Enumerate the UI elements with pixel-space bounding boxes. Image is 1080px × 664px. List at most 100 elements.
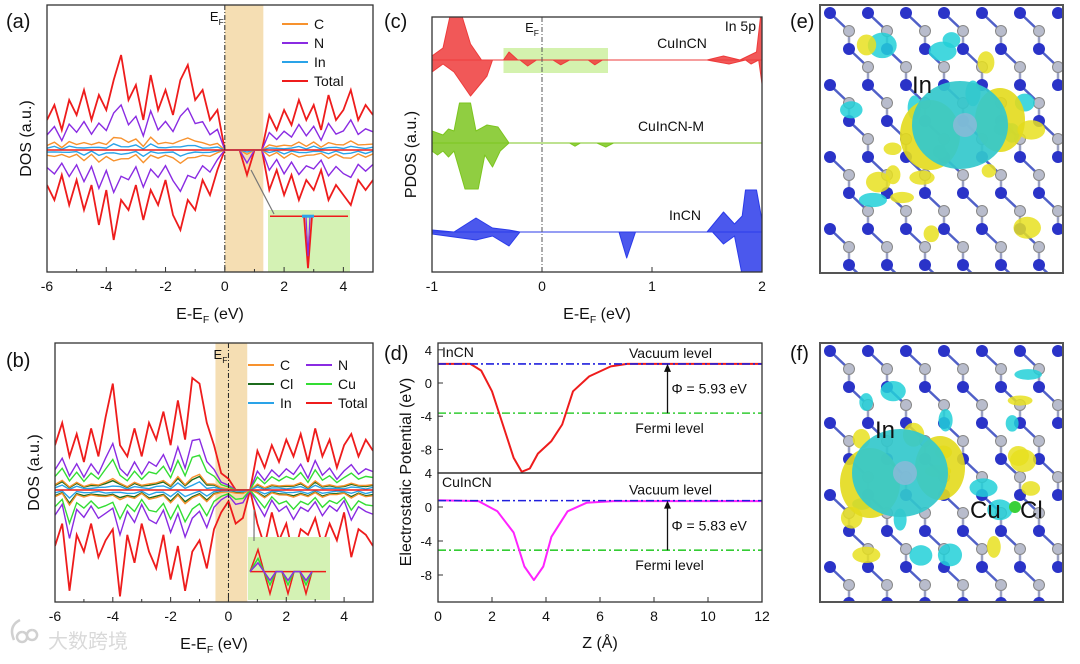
nitrogen-atom (824, 223, 836, 235)
fermi-label-main: E (214, 347, 223, 362)
nitrogen-atom (995, 453, 1007, 465)
nitrogen-atom (843, 381, 855, 393)
legend-label-total: Total (338, 395, 368, 411)
carbon-atom (995, 435, 1007, 447)
charge-lobe (909, 170, 935, 185)
x-axis-label-sub: F (203, 315, 209, 326)
carbon-atom (863, 278, 874, 289)
legend-label-total: Total (314, 73, 344, 89)
carbon-atom (1053, 616, 1064, 627)
dos-curve-total (47, 149, 373, 241)
carbon-atom (976, 543, 988, 555)
series-label: InCN (669, 207, 701, 223)
nitrogen-atom (862, 561, 874, 573)
carbon-atom (843, 241, 855, 253)
y-axis-label: DOS (a.u.) (18, 100, 35, 176)
carbon-atom (977, 278, 988, 289)
dos-curve-cl (55, 489, 373, 505)
arrow-head-icon (664, 500, 671, 509)
carbon-atom (1072, 98, 1080, 109)
carbon-atom (881, 363, 893, 375)
charge-lobe (923, 225, 939, 243)
nitrogen-atom (900, 7, 912, 19)
carbon-atom (881, 579, 893, 591)
nitrogen-atom (976, 223, 988, 235)
carbon-atom (1052, 471, 1063, 483)
charge-lobe (987, 499, 1013, 521)
carbon-atom (995, 579, 1007, 591)
charge-lobe (977, 51, 995, 74)
inset (248, 509, 330, 600)
carbon-atom (843, 435, 855, 447)
legend-label-cl: Cl (280, 376, 293, 392)
carbon-atom (976, 205, 988, 217)
x-tick-label: 1 (648, 278, 656, 294)
carbon-atom (1052, 543, 1063, 555)
fermi-label-sub: F (222, 355, 227, 365)
nitrogen-atom (976, 7, 988, 19)
carbon-atom (881, 97, 893, 109)
panel-label-a: (a) (6, 11, 30, 33)
carbon-atom (1033, 435, 1045, 447)
carbon-atom (1072, 26, 1080, 37)
nitrogen-atom (957, 187, 969, 199)
nitrogen-atom (1014, 7, 1026, 19)
x-tick-label: -4 (107, 608, 120, 624)
nitrogen-atom (824, 417, 836, 429)
indium-atom (893, 461, 917, 485)
subplot-title: CuInCN (442, 474, 492, 490)
atom-label-in: In (912, 72, 932, 99)
bond (849, 603, 868, 621)
dos-curve-in (55, 489, 373, 499)
structure-panel-e: In (819, 4, 1080, 289)
charge-lobe (942, 32, 961, 48)
y-tick-label: 4 (425, 466, 432, 481)
dos-curve-cl (55, 475, 373, 491)
indium-atom (953, 113, 977, 137)
legend-label-n: N (314, 35, 324, 51)
x-tick-label: 2 (758, 278, 766, 294)
nitrogen-atom (900, 79, 912, 91)
fermi-label-sub: F (219, 17, 224, 27)
carbon-atom (995, 363, 1007, 375)
x-tick-label: 8 (650, 608, 658, 624)
plot-frame (54, 342, 374, 603)
y-tick-label: -8 (420, 568, 432, 583)
inset-curve-total (303, 216, 313, 269)
carbon-atom (900, 399, 912, 411)
x-axis-label: Z (Å) (582, 633, 618, 652)
band-gap-shade (224, 5, 264, 272)
x-tick-label: 2 (280, 278, 288, 294)
y-tick-label: 0 (425, 500, 432, 515)
nitrogen-atom (862, 417, 874, 429)
y-tick-label: 4 (425, 343, 432, 358)
dos-curve-n (47, 149, 373, 195)
dos-curve-in (47, 149, 373, 158)
nitrogen-atom (1052, 7, 1063, 19)
carbon-atom (938, 205, 950, 217)
nitrogen-atom (1052, 417, 1063, 429)
nitrogen-atom (843, 187, 855, 199)
orbital-annotation: In 5p (725, 18, 756, 34)
structure-panel-f: In Cu Cl (819, 342, 1064, 627)
charge-lobe (840, 101, 863, 119)
x-tick-label: 4 (339, 278, 347, 294)
pdos-areas (432, 17, 762, 272)
label-mask (400, 67, 420, 107)
x-axis-label-unit: (eV) (596, 306, 631, 323)
x-axis-label: E-EF (eV) (563, 306, 631, 326)
nitrogen-atom (1033, 597, 1045, 602)
structure-frame (819, 342, 1064, 603)
x-tick-label: -2 (164, 608, 177, 624)
nitrogen-atom (862, 223, 874, 235)
x-tick-label: 0 (225, 608, 233, 624)
carbon-atom (938, 61, 950, 73)
x-axis-label-sub: F (590, 315, 596, 326)
inset (250, 169, 350, 272)
work-function-label: Φ = 5.93 eV (672, 381, 748, 397)
plot-frame (437, 472, 763, 603)
carbon-atom (919, 579, 931, 591)
carbon-atom (995, 25, 1007, 37)
charge-lobe (986, 535, 1001, 558)
